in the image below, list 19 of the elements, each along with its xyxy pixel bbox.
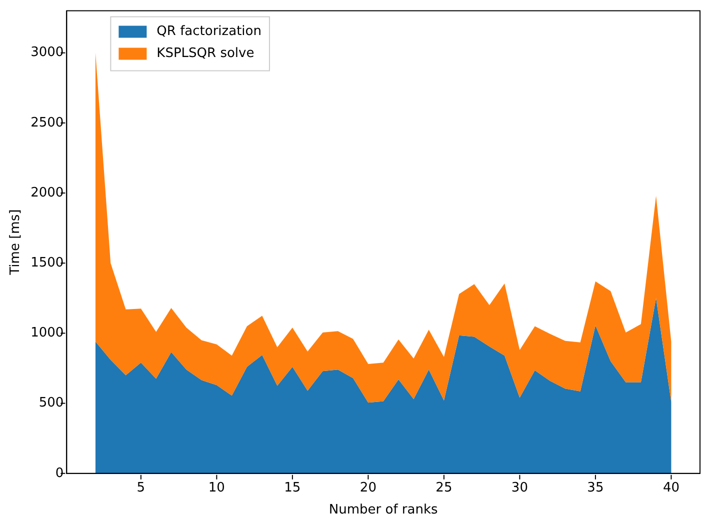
- y-tick-label: 500: [38, 396, 64, 411]
- x-tick-label: 20: [360, 480, 376, 496]
- x-axis-title: Number of ranks: [328, 502, 438, 518]
- x-tick-label: 30: [511, 480, 528, 496]
- legend-label: QR factorization: [156, 24, 262, 40]
- y-tick-label: 1500: [30, 256, 64, 270]
- x-tick-label: 5: [136, 480, 146, 496]
- y-tick-label: 3000: [30, 45, 64, 60]
- x-tick-label: 35: [587, 480, 604, 496]
- x-tick-label: 10: [208, 480, 225, 496]
- legend-label: KSPLSQR solve: [156, 46, 254, 62]
- x-tick-label: 40: [662, 480, 680, 496]
- y-tick-label: 0: [55, 466, 64, 481]
- y-tick-label: 2000: [30, 185, 64, 200]
- y-tick-label: 2500: [30, 115, 64, 130]
- x-tick-label: 25: [436, 480, 452, 496]
- x-tick-label: 15: [284, 480, 301, 496]
- y-axis-title: Time [ms]: [8, 209, 24, 276]
- y-tick-label: 1000: [30, 326, 64, 341]
